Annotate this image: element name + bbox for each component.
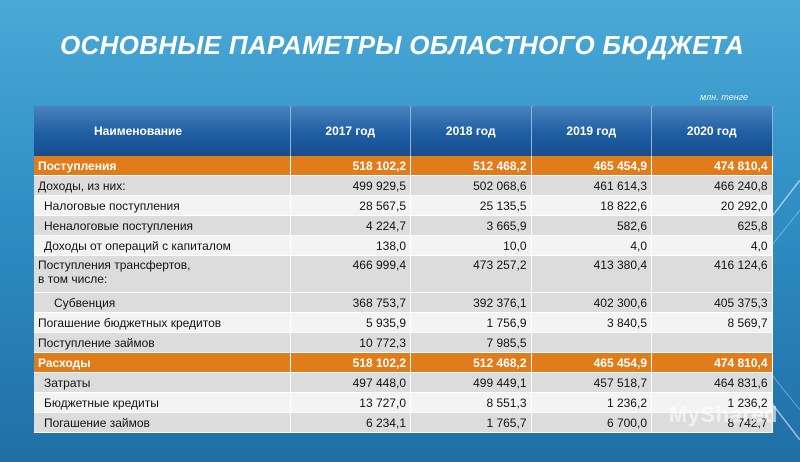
cell-value: 18 822,6: [531, 195, 652, 216]
cell-value: 499 449,1: [410, 372, 532, 393]
watermark-text: MyShared: [668, 402, 778, 427]
cell-value: 7 985,5: [410, 332, 532, 353]
cell-value: 8 569,7: [651, 312, 773, 333]
cell-value: 416 124,6: [651, 255, 773, 293]
cell-value: 13 727,0: [290, 392, 411, 413]
cell-value: 4,0: [531, 235, 652, 256]
cell-value: 368 753,7: [290, 292, 411, 313]
cell-value: 28 567,5: [290, 195, 411, 216]
table-row: Расходы 518 102,2 512 468,2 465 454,9 47…: [34, 352, 773, 373]
table-row: Налоговые поступления 28 567,5 25 135,5 …: [34, 195, 773, 216]
cell-value: 4 224,7: [290, 215, 411, 236]
header-2020: 2020 год: [651, 106, 773, 156]
cell-value: 392 376,1: [410, 292, 532, 313]
table-row: Поступления 518 102,2 512 468,2 465 454,…: [34, 156, 773, 176]
cell-value: 5 935,9: [290, 312, 411, 333]
cell-value: 466 240,8: [651, 175, 773, 196]
table-row: Бюджетные кредиты 13 727,0 8 551,3 1 236…: [34, 392, 773, 413]
cell-value: 402 300,6: [531, 292, 652, 313]
table-row: Доходы от операций с капиталом 138,0 10,…: [34, 235, 773, 256]
cell-value: 3 840,5: [531, 312, 652, 333]
row-label: Поступление займов: [34, 332, 291, 353]
header-2018: 2018 год: [410, 106, 532, 156]
cell-value: 497 448,0: [290, 372, 411, 393]
cell-value: 502 068,6: [410, 175, 532, 196]
cell-value: 25 135,5: [410, 195, 532, 216]
row-label: Затраты: [34, 372, 291, 393]
cell-value: 10,0: [410, 235, 532, 256]
cell-value: 465 454,9: [531, 352, 652, 373]
table-row: Доходы, из них: 499 929,5 502 068,6 461 …: [34, 175, 773, 196]
cell-value: 473 257,2: [410, 255, 532, 293]
cell-value: 8 742,7: [651, 412, 773, 433]
cell-value: 138,0: [290, 235, 411, 256]
cell-value: [651, 332, 773, 353]
cell-value: 512 468,2: [410, 352, 532, 373]
cell-value: 4,0: [651, 235, 773, 256]
row-label: Поступления: [34, 156, 291, 176]
cell-value: 465 454,9: [531, 156, 652, 176]
table-row: Поступление займов 10 772,3 7 985,5: [34, 332, 773, 353]
table-header-row: Наименование 2017 год 2018 год 2019 год …: [34, 106, 773, 156]
row-label: Бюджетные кредиты: [34, 392, 291, 413]
cell-value: 10 772,3: [290, 332, 411, 353]
row-label: Субвенция: [34, 292, 291, 313]
cell-value: 457 518,7: [531, 372, 652, 393]
cell-value: [531, 332, 652, 353]
row-label: Неналоговые поступления: [34, 215, 291, 236]
table-row: Погашение бюджетных кредитов 5 935,9 1 7…: [34, 312, 773, 333]
table-row: Неналоговые поступления 4 224,7 3 665,9 …: [34, 215, 773, 236]
row-label: Доходы, из них:: [34, 175, 291, 196]
cell-value: 582,6: [531, 215, 652, 236]
cell-value: 20 292,0: [651, 195, 773, 216]
cell-value: 3 665,9: [410, 215, 532, 236]
table-row: Затраты 497 448,0 499 449,1 457 518,7 46…: [34, 372, 773, 393]
cell-value: 461 614,3: [531, 175, 652, 196]
cell-value: 466 999,4: [290, 255, 411, 293]
header-name: Наименование: [34, 106, 291, 156]
cell-value: 518 102,2: [290, 156, 411, 176]
row-label: Погашение бюджетных кредитов: [34, 312, 291, 333]
page-title: ОСНОВНЫЕ ПАРАМЕТРЫ ОБЛАСТНОГО БЮДЖЕТА: [60, 30, 745, 60]
row-label: Налоговые поступления: [34, 195, 291, 216]
cell-value: 1 756,9: [410, 312, 532, 333]
row-label: Погашение займов: [34, 412, 291, 433]
cell-value: 1 236,2: [531, 392, 652, 413]
cell-value: 464 831,6: [651, 372, 773, 393]
cell-value: 6 234,1: [290, 412, 411, 433]
cell-value: 474 810,4: [651, 156, 773, 176]
header-2017: 2017 год: [290, 106, 411, 156]
cell-value: 625,8: [651, 215, 773, 236]
cell-value: 518 102,2: [290, 352, 411, 373]
row-label: Расходы: [34, 352, 291, 373]
row-label-line1: Поступления трансфертов,: [38, 258, 191, 272]
cell-value: 474 810,4: [651, 352, 773, 373]
row-label-line2: в том числе:: [38, 272, 108, 286]
cell-value: 1 236,2: [651, 392, 773, 413]
row-label: Поступления трансфертов, в том числе:: [34, 255, 291, 293]
table-row: Поступления трансфертов, в том числе: 46…: [34, 255, 773, 293]
cell-value: 512 468,2: [410, 156, 532, 176]
cell-value: 6 700,0: [531, 412, 652, 433]
units-note: млн. тенге: [700, 92, 748, 102]
cell-value: 8 551,3: [410, 392, 532, 413]
cell-value: 413 380,4: [531, 255, 652, 293]
table-row: Субвенция 368 753,7 392 376,1 402 300,6 …: [34, 292, 773, 313]
row-label: Доходы от операций с капиталом: [34, 235, 291, 256]
table-row: Погашение займов 6 234,1 1 765,7 6 700,0…: [34, 412, 773, 433]
cell-value: 499 929,5: [290, 175, 411, 196]
cell-value: 1 765,7: [410, 412, 532, 433]
cell-value: 405 375,3: [651, 292, 773, 313]
header-2019: 2019 год: [531, 106, 652, 156]
budget-table: Наименование 2017 год 2018 год 2019 год …: [34, 106, 773, 433]
